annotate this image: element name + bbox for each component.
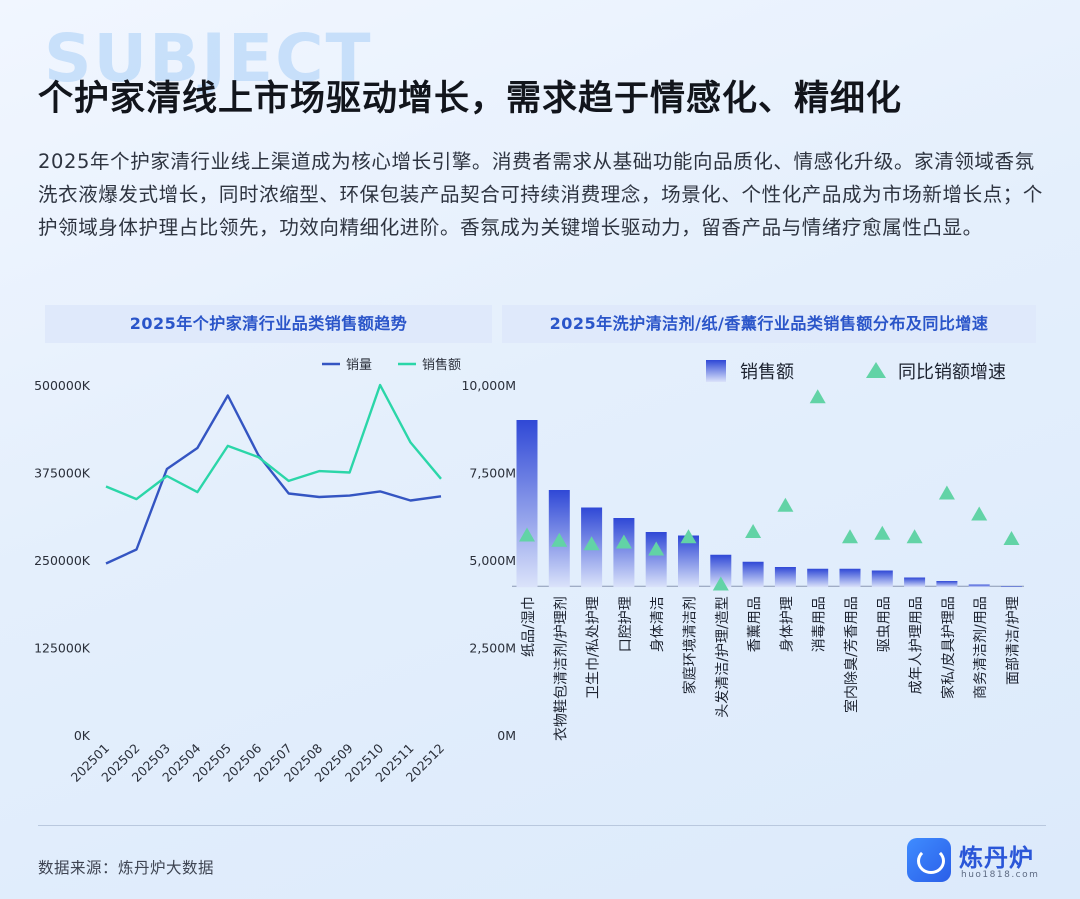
y-tick-label: 0M — [497, 728, 516, 743]
category-label: 身体护理 — [779, 596, 795, 652]
category-label: 头发清洁/护理/造型 — [715, 596, 731, 717]
intro-paragraph: 2025年个护家清行业线上渠道成为核心增长引擎。消费者需求从基础功能向品质化、情… — [38, 150, 1044, 239]
bar-chart: 0M 2,500M 5,000M 7,500M 10,000M 纸品/湿巾 衣物鞋包清洁剂/… — [461, 360, 1024, 743]
growth-marker — [712, 576, 729, 591]
y-tick-label: 5,000M — [469, 553, 516, 568]
growth-marker — [874, 525, 891, 540]
legend-label: 销量 — [346, 358, 372, 373]
legend-label: 同比销额增速 — [898, 362, 1006, 383]
growth-marker — [938, 485, 955, 500]
growth-marker — [842, 529, 858, 544]
brand-name: 炼丹炉 — [959, 844, 1034, 872]
y-tick-label: 2,500M — [469, 641, 516, 656]
category-label: 身体清洁 — [650, 596, 666, 652]
bar — [807, 568, 829, 588]
y-tick-label: 0K — [74, 728, 91, 743]
brand-mark-icon — [907, 838, 951, 882]
category-label: 家私/皮具护理品 — [940, 596, 957, 699]
growth-marker — [519, 527, 535, 542]
bar — [645, 532, 667, 588]
bar-chart-title: 2025年洗护清洁剂/纸/香薰行业品类销售额分布及同比增速 — [502, 305, 1036, 343]
bar — [613, 518, 635, 588]
growth-marker — [583, 536, 600, 551]
category-label: 纸品/湿巾 — [521, 596, 537, 657]
y-tick-label: 7,500M — [469, 466, 516, 481]
legend-swatch — [706, 360, 726, 382]
growth-marker — [777, 497, 794, 512]
y-tick-label: 10,000M — [461, 378, 516, 393]
legend-swatch — [866, 362, 886, 378]
category-label: 衣物鞋包清洁剂/护理剂 — [553, 596, 569, 741]
y-tick-label: 500000K — [34, 378, 91, 393]
brand-logo: 炼丹炉 huo1818.com — [907, 838, 1057, 886]
growth-marker — [971, 506, 988, 521]
growth-marker — [906, 529, 923, 544]
growth-marker — [551, 532, 568, 547]
y-tick-label: 375000K — [34, 466, 91, 481]
growth-marker — [648, 541, 665, 556]
bar — [871, 570, 893, 588]
category-label: 驱虫用品 — [876, 596, 892, 652]
data-source: 数据来源：炼丹炉大数据 — [38, 859, 215, 877]
bar — [678, 535, 699, 588]
category-label: 成年人护理用品 — [909, 596, 925, 694]
growth-marker — [1003, 531, 1020, 545]
brand-url: huo1818.com — [961, 870, 1040, 880]
category-label: 口腔护理 — [618, 596, 634, 652]
category-label: 商务清洁剂/用品 — [973, 596, 989, 699]
page-title: 个护家清线上市场驱动增长，需求趋于情感化、精细化 — [38, 79, 903, 119]
legend-label: 销售额 — [422, 357, 461, 373]
category-label: 卫生巾/私处护理 — [586, 596, 602, 699]
category-label: 面部清洁/护理 — [1006, 596, 1022, 685]
line-chart-title: 2025年个护家清行业品类销售额趋势 — [45, 305, 492, 343]
growth-marker — [680, 529, 697, 544]
line-chart: 0K125000K250000K375000K500000K2025012025… — [34, 357, 461, 785]
bar — [516, 420, 538, 588]
growth-marker — [745, 524, 762, 538]
bar — [936, 581, 958, 588]
bar — [710, 554, 732, 588]
category-label: 室内除臭/芳香用品 — [843, 596, 860, 713]
bar — [839, 568, 861, 588]
bar — [774, 567, 796, 588]
category-label: 家庭环境清洁剂 — [682, 596, 699, 694]
footer-divider — [38, 825, 1046, 826]
category-label: 消毒用品 — [812, 596, 828, 652]
bar — [1001, 586, 1022, 588]
bar — [968, 584, 990, 588]
growth-marker — [615, 534, 632, 549]
legend-label: 销售额 — [740, 362, 794, 383]
y-tick-label: 250000K — [34, 553, 91, 568]
series-line-volume — [105, 394, 442, 565]
bar — [742, 561, 764, 588]
bar — [904, 577, 926, 588]
y-tick-label: 125000K — [34, 641, 91, 656]
category-label: 香薰用品 — [747, 596, 763, 652]
growth-marker — [809, 389, 826, 404]
series-line-sales — [105, 383, 442, 501]
watermark-text: SUBJECT — [44, 20, 373, 97]
